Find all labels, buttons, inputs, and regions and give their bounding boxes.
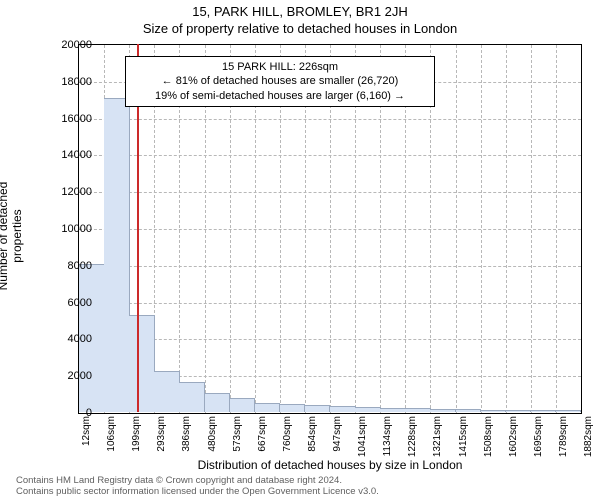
footer-line-2: Contains public sector information licen… xyxy=(16,487,379,498)
x-tick-label: 1321sqm xyxy=(433,416,443,476)
gridline-v xyxy=(481,45,482,413)
histogram-bar xyxy=(556,410,582,412)
histogram-bar xyxy=(380,408,406,412)
x-tick-label: 106sqm xyxy=(107,416,117,476)
histogram-bar xyxy=(456,409,482,412)
y-tick-label: 8000 xyxy=(42,261,92,271)
y-tick-label: 4000 xyxy=(42,334,92,344)
histogram-bar xyxy=(430,409,456,412)
histogram-bar xyxy=(405,408,431,412)
x-tick-label: 1041sqm xyxy=(358,416,368,476)
x-tick-label: 1695sqm xyxy=(534,416,544,476)
x-tick-label: 1228sqm xyxy=(408,416,418,476)
histogram-bar xyxy=(330,406,356,412)
x-tick-label: 293sqm xyxy=(157,416,167,476)
y-tick-label: 10000 xyxy=(42,224,92,234)
histogram-bar xyxy=(104,98,130,412)
x-tick-label: 1789sqm xyxy=(559,416,569,476)
x-axis-label: Distribution of detached houses by size … xyxy=(78,458,582,472)
histogram-bar xyxy=(179,382,205,412)
x-tick-label: 1134sqm xyxy=(383,416,393,476)
histogram-bar xyxy=(305,405,331,412)
x-tick-label: 854sqm xyxy=(308,416,318,476)
x-tick-label: 667sqm xyxy=(258,416,268,476)
x-tick-label: 760sqm xyxy=(283,416,293,476)
x-tick-label: 1508sqm xyxy=(484,416,494,476)
gridline-v xyxy=(556,45,557,413)
x-tick-label: 1602sqm xyxy=(509,416,519,476)
x-tick-label: 1415sqm xyxy=(459,416,469,476)
histogram-bar xyxy=(230,398,256,412)
chart-subtitle: Size of property relative to detached ho… xyxy=(0,19,600,36)
x-tick-label: 386sqm xyxy=(182,416,192,476)
x-tick-label: 1882sqm xyxy=(584,416,594,476)
histogram-bar xyxy=(205,393,231,412)
x-tick-label: 947sqm xyxy=(333,416,343,476)
histogram-bar xyxy=(355,407,381,412)
histogram-bar xyxy=(129,315,155,412)
x-tick-label: 12sqm xyxy=(82,416,92,476)
y-tick-label: 6000 xyxy=(42,298,92,308)
info-line-2: ← 81% of detached houses are smaller (26… xyxy=(132,74,428,88)
y-tick-label: 16000 xyxy=(42,114,92,124)
gridline-v xyxy=(456,45,457,413)
y-tick-label: 18000 xyxy=(42,77,92,87)
histogram-bar xyxy=(280,404,306,412)
histogram-bar xyxy=(154,371,180,412)
info-box: 15 PARK HILL: 226sqm ← 81% of detached h… xyxy=(125,56,435,107)
histogram-bar xyxy=(531,410,557,412)
y-axis-label-wrap: Number of detached properties xyxy=(0,44,20,414)
chart-container: 15, PARK HILL, BROMLEY, BR1 2JH Size of … xyxy=(0,0,600,500)
chart-title: 15, PARK HILL, BROMLEY, BR1 2JH xyxy=(0,0,600,19)
y-tick-label: 14000 xyxy=(42,150,92,160)
info-line-1: 15 PARK HILL: 226sqm xyxy=(132,60,428,74)
footer: Contains HM Land Registry data © Crown c… xyxy=(16,476,379,498)
x-tick-label: 573sqm xyxy=(233,416,243,476)
y-tick-label: 20000 xyxy=(42,40,92,50)
info-line-3: 19% of semi-detached houses are larger (… xyxy=(132,89,428,103)
gridline-v xyxy=(531,45,532,413)
y-tick-label: 12000 xyxy=(42,187,92,197)
histogram-bar xyxy=(506,410,532,412)
x-tick-label: 199sqm xyxy=(132,416,142,476)
gridline-v xyxy=(506,45,507,413)
histogram-bar xyxy=(255,403,281,412)
histogram-bar xyxy=(481,410,507,412)
x-tick-label: 480sqm xyxy=(208,416,218,476)
y-tick-label: 2000 xyxy=(42,371,92,381)
y-axis-label: Number of detached properties xyxy=(0,156,24,316)
